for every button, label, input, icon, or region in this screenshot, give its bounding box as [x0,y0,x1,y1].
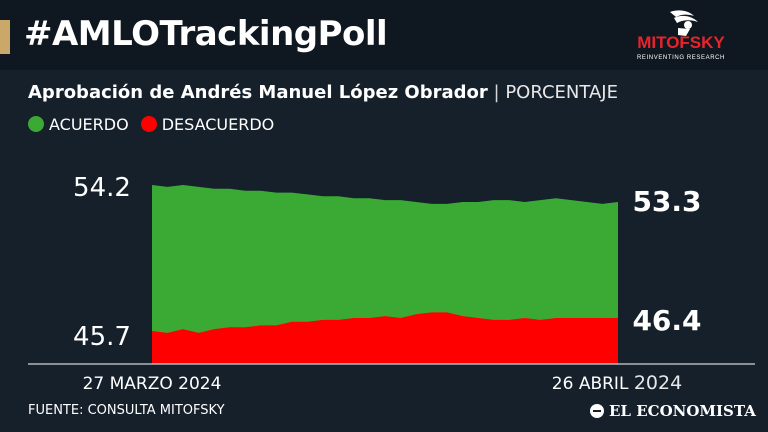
publisher-name: EL ECONOMISTA [609,402,756,420]
logo-tagline: REINVENTING RESEARCH [637,55,725,61]
title-accent-bar [0,20,10,54]
x-label-end: 26 ABRIL 2024 [552,372,682,394]
area-acuerdo [152,185,618,364]
legend-item-desacuerdo: DESACUERDO [140,114,275,134]
source-note: FUENTE: CONSULTA MITOFSKY [28,403,225,418]
mitofsky-logo: MITOFSKY REINVENTING RESEARCH [637,10,725,61]
subtitle-separator: | [493,82,500,103]
x-label-end-year: 2024 [634,372,682,394]
legend-item-acuerdo: ACUERDO [28,115,129,134]
x-label-end-main: 26 ABRIL [552,374,629,394]
runner-icon [670,10,698,36]
header-band [0,0,768,70]
legend-label-acuerdo: ACUERDO [49,114,129,134]
y-tick-top: 54.2 [73,173,131,203]
legend-dot-acuerdo [28,116,44,132]
page-title: #AMLOTrackingPoll [24,14,388,54]
logo-wordmark: MITOFSKY [637,33,725,52]
area-desacuerdo [152,312,618,364]
end-value-acuerdo: 53.3 [632,185,701,218]
el-economista-icon [590,404,604,418]
x-label-start: 27 MARZO 2024 [83,374,222,394]
subtitle-unit: PORCENTAJE [505,82,618,103]
legend-label-desacuerdo: DESACUERDO [161,114,275,134]
subtitle-main: Aprobación de Andrés Manuel López Obrado… [28,82,488,103]
end-value-desacuerdo: 46.4 [632,304,701,337]
publisher-brand: EL ECONOMISTA [590,400,756,422]
legend-dot-desacuerdo [140,116,157,132]
y-tick-bottom: 45.7 [73,322,131,352]
legend: ACUERDO DESACUERDO [28,113,286,135]
chart-subtitle: Aprobación de Andrés Manuel López Obrado… [28,82,618,103]
